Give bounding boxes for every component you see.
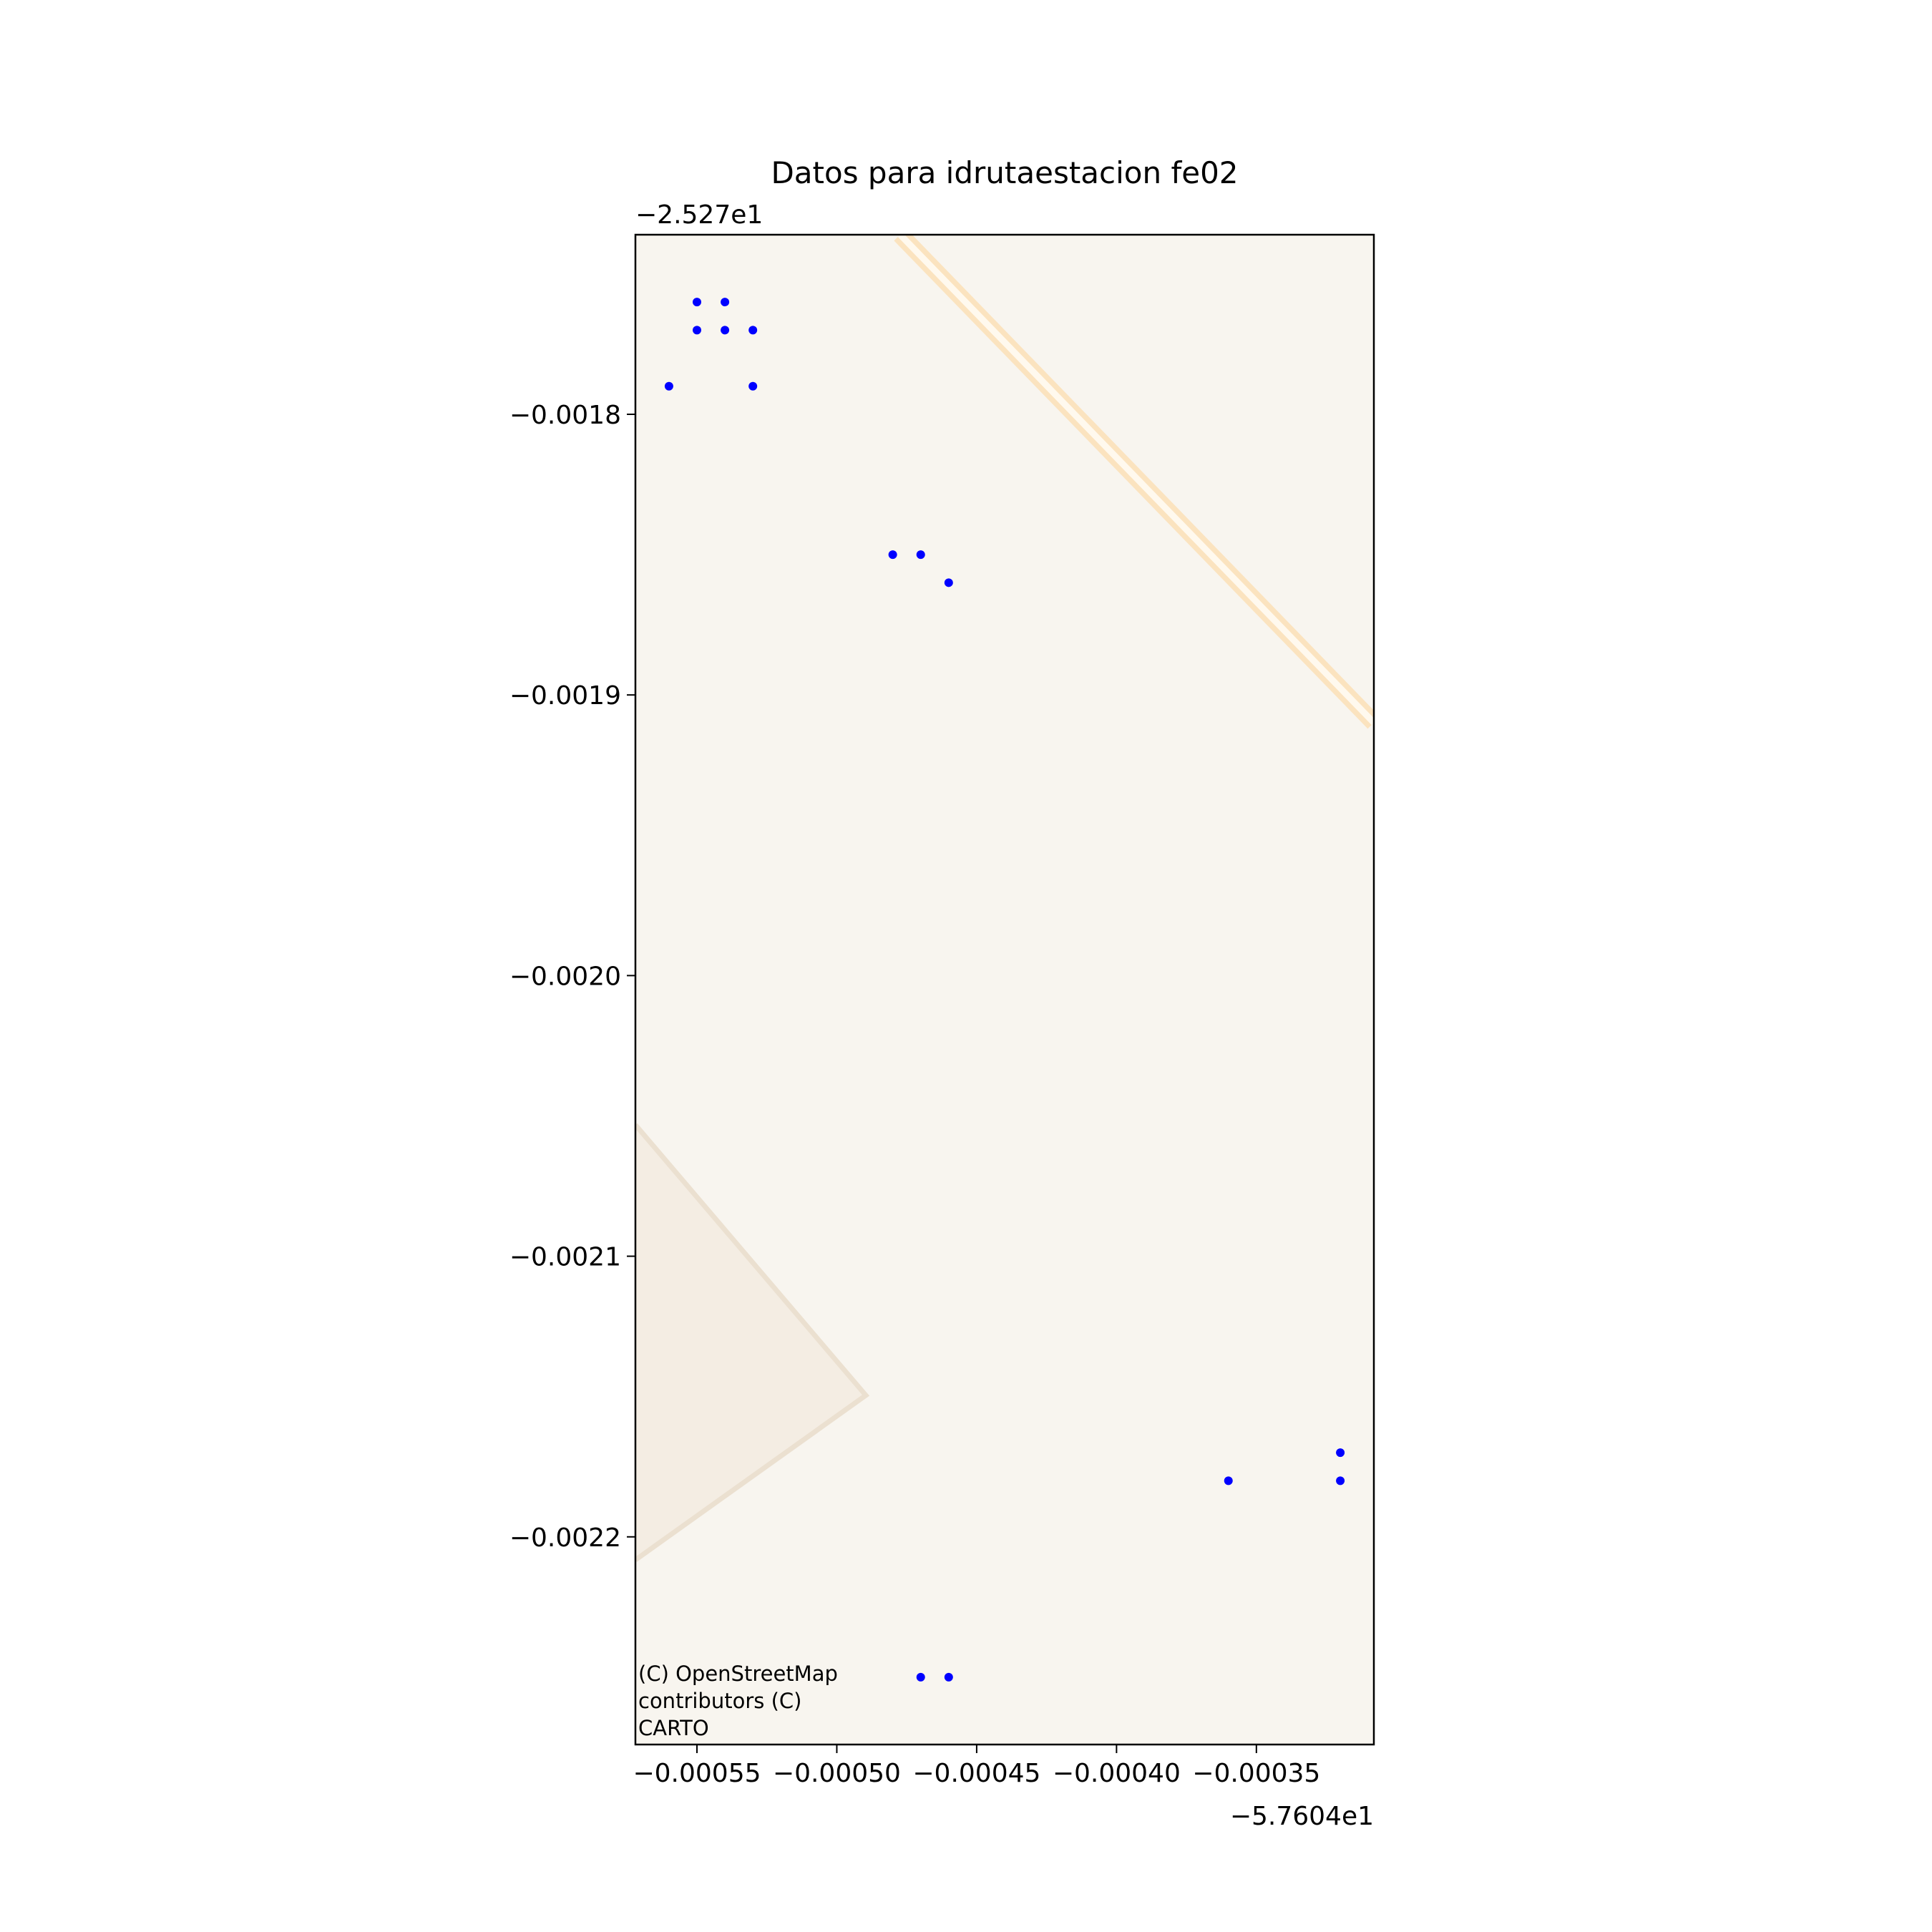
y-tick-label: −0.0019 (509, 681, 621, 711)
data-point (944, 578, 953, 587)
attribution-line-2: contributors (C) (638, 1689, 801, 1713)
data-point (1336, 1476, 1345, 1485)
x-axis: −0.00055 −0.00050 −0.00045 −0.00040 −0.00035 (633, 1745, 1320, 1788)
data-point (693, 298, 701, 307)
data-point (944, 1672, 953, 1682)
basemap-road (897, 235, 1374, 726)
x-offset-label: −5.7604e1 (1230, 1802, 1374, 1831)
chart-title: Datos para idrutaestacion fe02 (771, 155, 1238, 190)
map-attribution: (C) OpenStreetMap contributors (C) CARTO (638, 1662, 838, 1740)
data-point (888, 550, 897, 560)
x-tick-label: −0.00050 (773, 1759, 901, 1788)
x-tick-label: −0.00045 (912, 1759, 1040, 1788)
x-tick-label: −0.00055 (633, 1759, 761, 1788)
basemap-background (635, 235, 1374, 1745)
attribution-line-1: (C) OpenStreetMap (638, 1662, 838, 1686)
data-point (1336, 1448, 1345, 1458)
data-point (748, 381, 758, 391)
data-points (664, 298, 1345, 1682)
basemap-area-edge (635, 1123, 870, 1562)
data-point (693, 326, 701, 335)
plot-frame (634, 233, 1375, 1746)
y-tick-label: −0.0018 (509, 401, 621, 430)
x-tick-label: −0.00040 (1053, 1759, 1181, 1788)
y-axis: −0.0018 −0.0019 −0.0020 −0.0021 −0.0022 (509, 401, 635, 1553)
basemap (635, 235, 1374, 1745)
y-tick-label: −0.0022 (509, 1523, 621, 1553)
basemap-landuse-area (635, 1125, 866, 1560)
attribution-line-3: CARTO (638, 1716, 709, 1740)
y-tick-label: −0.0020 (509, 962, 621, 991)
y-tick-label: −0.0021 (509, 1243, 621, 1272)
data-point (748, 326, 758, 335)
data-point (1224, 1476, 1233, 1485)
data-point (664, 381, 673, 391)
data-point (721, 298, 730, 307)
data-point (916, 1672, 925, 1682)
x-tick-label: −0.00035 (1192, 1759, 1320, 1788)
data-point (721, 326, 730, 335)
y-offset-label: −2.527e1 (635, 200, 763, 230)
data-point (916, 550, 925, 560)
